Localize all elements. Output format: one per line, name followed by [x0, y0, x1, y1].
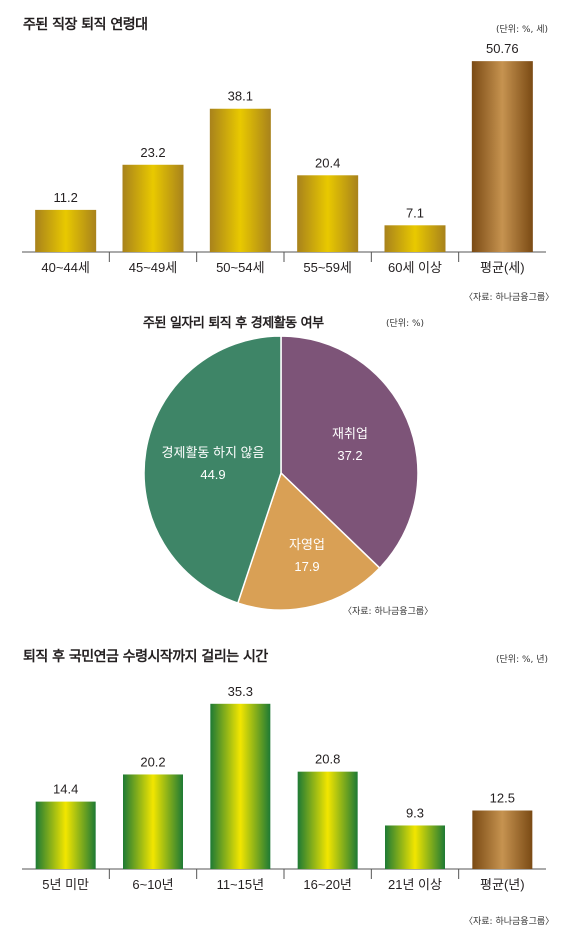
value-label: 14.4 [53, 782, 78, 797]
bar [123, 774, 183, 869]
bar-average [472, 810, 533, 869]
pie-slice [280, 335, 419, 570]
economic-activity-pie-chart: 재취업 37.2 자영업 17.9 경제활동 하지 않음 44.9 [143, 335, 419, 611]
value-label: 50.76 [486, 41, 519, 56]
category-label: 6~10년 [132, 877, 173, 892]
bar [385, 825, 445, 869]
bar [209, 108, 271, 252]
category-label: 45~49세 [129, 260, 177, 275]
chart2-unit: (단위: %) [386, 319, 425, 329]
chart3-unit: (단위: %, 년) [496, 655, 549, 665]
category-label: 40~44세 [41, 260, 89, 275]
pie-slice [236, 471, 381, 611]
bar [384, 225, 446, 252]
value-label: 35.3 [228, 684, 253, 699]
chart2-title: 주된 일자리 퇴직 후 경제활동 여부 [143, 316, 324, 331]
retirement-age-bar-chart: 11.2 40~44세 23.2 45~49세 38.1 50~54세 20.4 55~59세… [22, 41, 546, 275]
slice-label: 경제활동 하지 않음 [162, 445, 265, 460]
value-label: 12.5 [490, 791, 515, 806]
category-label: 16~20년 [303, 877, 351, 892]
category-label: 55~59세 [303, 260, 351, 275]
chart1-title: 주된 직장 퇴직 연령대 [23, 17, 148, 33]
value-label: 9.3 [406, 805, 424, 820]
slice-label: 재취업 [332, 426, 368, 441]
bar [210, 703, 271, 869]
category-label: 60세 이상 [388, 260, 442, 275]
value-label: 38.1 [228, 89, 253, 104]
slice-value-label: 44.9 [200, 467, 225, 482]
pie-slice [143, 335, 282, 604]
slice-value-label: 17.9 [294, 559, 319, 574]
value-label: 20.8 [315, 752, 340, 767]
category-label: 50~54세 [216, 260, 264, 275]
chart1-unit: (단위: %, 세) [496, 25, 549, 35]
chart1-source: 〈자료: 하나금융그룹〉 [464, 293, 555, 303]
bar [35, 209, 97, 252]
value-label: 7.1 [406, 205, 424, 220]
bar [297, 175, 359, 252]
slice-value-label: 37.2 [337, 448, 362, 463]
slice-label: 자영업 [289, 537, 325, 552]
category-label: 5년 미만 [42, 877, 89, 892]
category-label: 평균(세) [480, 260, 525, 275]
bar [122, 164, 184, 252]
chart3-title: 퇴직 후 국민연금 수령시작까지 걸리는 시간 [23, 649, 268, 665]
category-label: 21년 이상 [388, 877, 442, 892]
value-label: 20.4 [315, 155, 340, 170]
category-label: 11~15년 [217, 877, 265, 892]
chart2-source: 〈자료: 하나금융그룹〉 [343, 607, 434, 617]
bar-average [471, 61, 533, 253]
category-label: 평균(년) [480, 877, 525, 892]
chart3-source: 〈자료: 하나금융그룹〉 [464, 917, 555, 927]
bar [297, 771, 358, 869]
bar [35, 801, 96, 869]
value-label: 20.2 [140, 754, 165, 769]
value-label: 23.2 [140, 145, 165, 160]
value-label: 11.2 [53, 190, 77, 205]
